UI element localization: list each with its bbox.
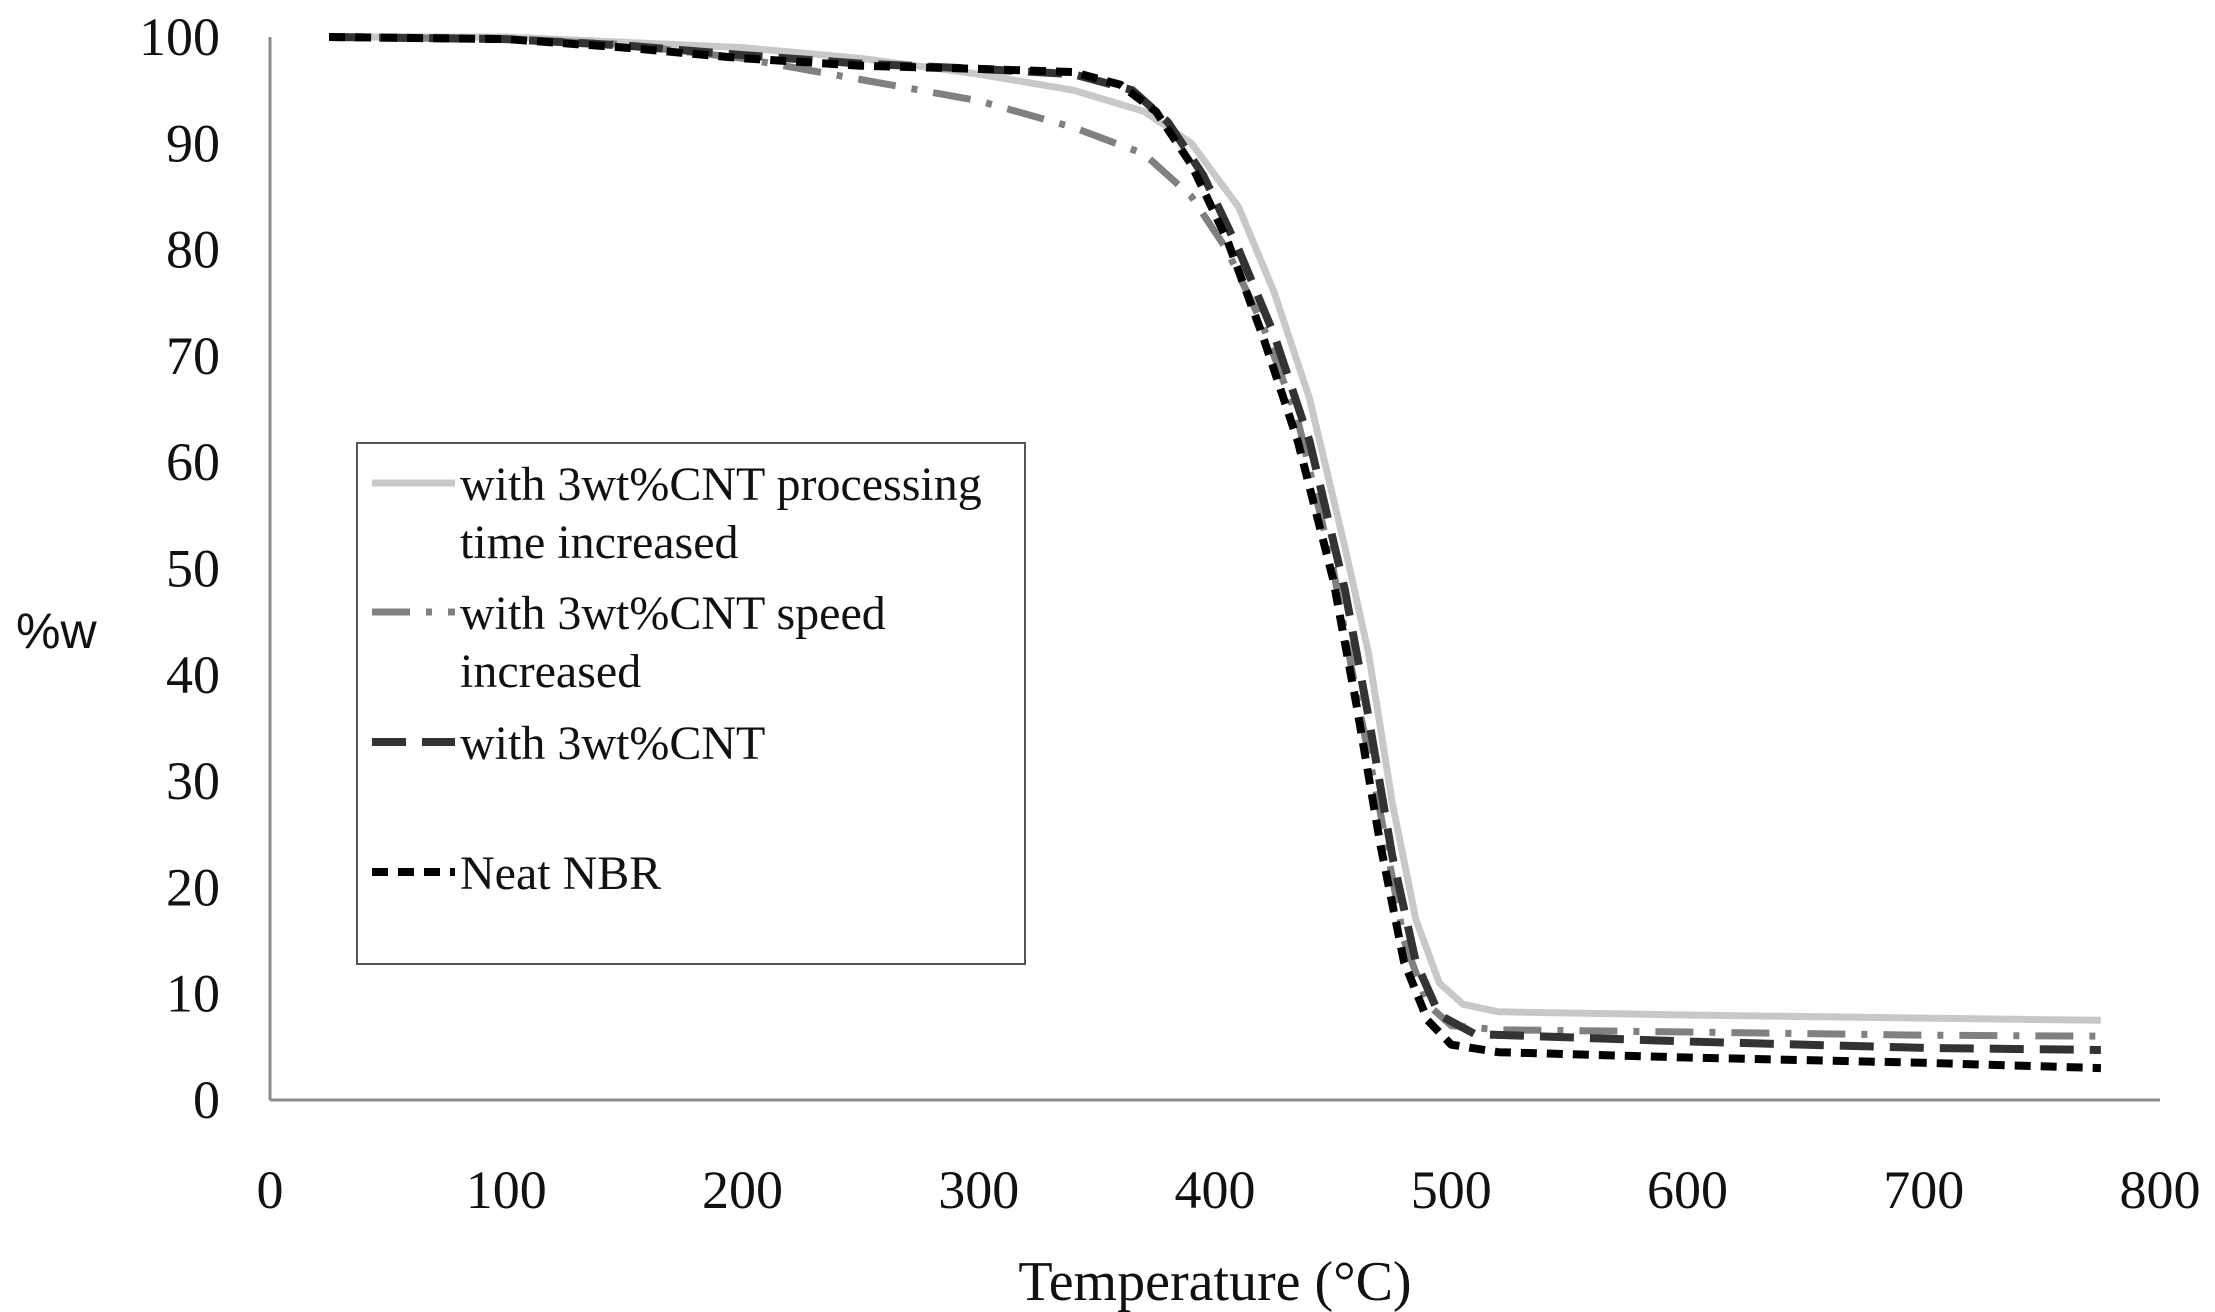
plot-area [329,33,2102,1073]
y-tick-label: 80 [166,220,220,280]
x-tick-label: 600 [1647,1160,1728,1220]
axes: 0 10 20 30 40 50 60 70 80 90 100 0 100 200 300 400 500 60… [139,7,2201,1220]
legend-label-2: increased [460,645,641,698]
y-tick-label: 50 [166,539,220,599]
legend-label-4: Neat NBR [460,847,661,900]
x-tick-label: 300 [938,1160,1019,1220]
series-line-2 [329,33,2101,1040]
legend-label-1: with 3wt%CNT processing [460,458,982,511]
x-tick-label: 0 [257,1160,284,1220]
x-tick-label: 500 [1411,1160,1492,1220]
legend-label-2: with 3wt%CNT speed [460,587,886,640]
x-tick-label: 100 [466,1160,547,1220]
legend-label-3: with 3wt%CNT [460,717,765,770]
x-axis-title: Temperature (°C) [1018,1251,1411,1312]
y-tick-label: 70 [166,326,220,386]
y-axis-title: %w [16,603,97,659]
legend-box [356,442,1026,965]
y-tick-label: 30 [166,751,220,811]
x-tick-label: 700 [1883,1160,1964,1220]
y-tick-label: 40 [166,645,220,705]
x-tick-label: 800 [2120,1160,2201,1220]
y-tick-label: 90 [166,113,220,173]
y-tick-label: 20 [166,857,220,917]
y-tick-label: 60 [166,432,220,492]
y-tick-label: 100 [139,7,220,67]
legend-label-1: time increased [460,516,739,569]
y-tick-label: 0 [193,1070,220,1130]
series-line-1 [329,33,2101,1024]
x-tick-label: 200 [702,1160,783,1220]
x-tick-label: 400 [1175,1160,1256,1220]
y-tick-label: 10 [166,964,220,1024]
